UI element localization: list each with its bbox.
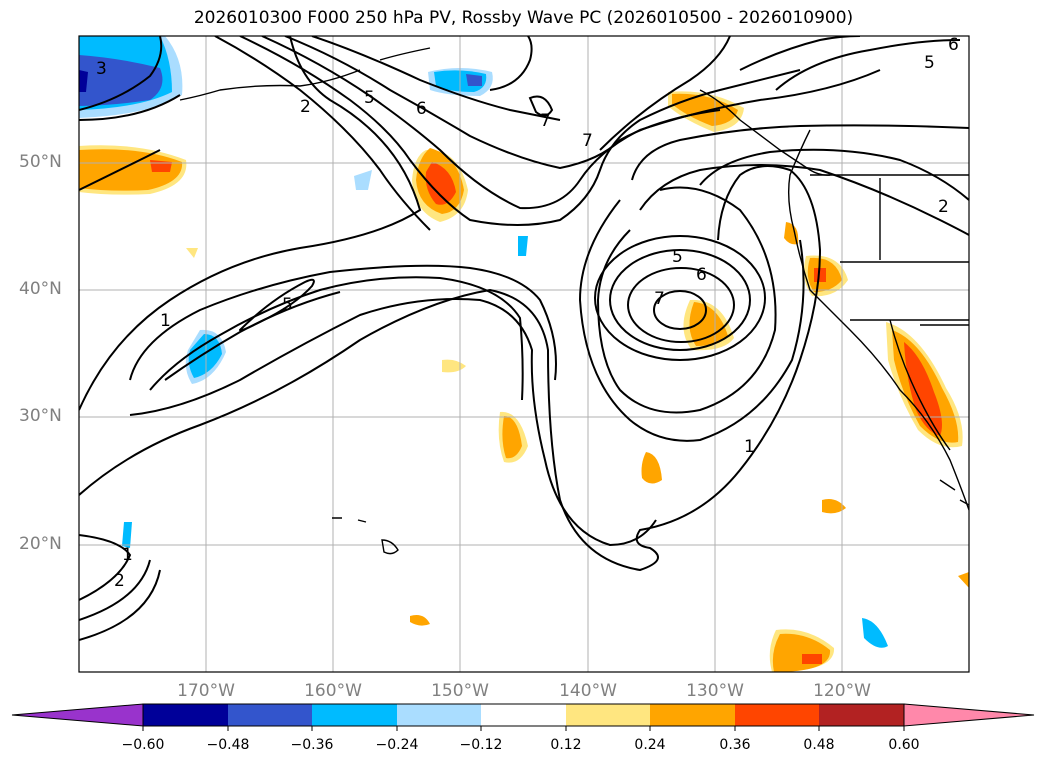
lat-label: 20°N bbox=[19, 534, 62, 554]
contour-label: 6 bbox=[948, 35, 959, 55]
colorbar bbox=[11, 703, 1035, 731]
lon-label: 140°W bbox=[559, 681, 617, 701]
colorbar-tick-label: 0.48 bbox=[803, 737, 835, 753]
graticule bbox=[79, 36, 969, 672]
colorbar-segment bbox=[228, 704, 312, 726]
contour-label: 5 bbox=[924, 53, 935, 73]
contour-label: 2 bbox=[114, 571, 125, 591]
lon-label: 130°W bbox=[686, 681, 744, 701]
colorbar-segment bbox=[397, 704, 481, 726]
colorbar-extend-high bbox=[903, 703, 1035, 727]
lon-label: 150°W bbox=[431, 681, 489, 701]
colorbar-tick-label: −0.12 bbox=[459, 737, 503, 753]
colorbar-tick-label: −0.36 bbox=[290, 737, 334, 753]
contour-labels: 3 2 5 6 7 7 5 6 7 5 1 1 1 2 6 5 2 bbox=[96, 35, 959, 591]
lat-label: 30°N bbox=[19, 406, 62, 426]
contour-label: 1 bbox=[744, 437, 755, 457]
contour-label: 5 bbox=[672, 247, 683, 267]
lat-label: 40°N bbox=[19, 279, 62, 299]
contour-label: 3 bbox=[96, 59, 107, 79]
colorbar-segment bbox=[819, 704, 904, 726]
lon-label: 170°W bbox=[177, 681, 235, 701]
lon-label: 120°W bbox=[813, 681, 871, 701]
contour-label: 5 bbox=[364, 88, 375, 108]
lat-label: 50°N bbox=[19, 152, 62, 172]
colorbar-tick-label: 0.24 bbox=[634, 737, 666, 753]
colorbar-tick-label: 0.12 bbox=[550, 737, 582, 753]
colorbar-tick-label: 0.36 bbox=[719, 737, 751, 753]
map-plot-area bbox=[79, 36, 969, 672]
contour-label: 5 bbox=[282, 295, 293, 315]
contour-label: 7 bbox=[654, 289, 665, 309]
contour-label: 2 bbox=[300, 97, 311, 117]
colorbar-tick-label: −0.24 bbox=[375, 737, 419, 753]
colorbar-segment bbox=[566, 704, 650, 726]
contour-label: 2 bbox=[938, 197, 949, 217]
colorbar-segment bbox=[143, 704, 228, 726]
contour-label: 6 bbox=[696, 265, 707, 285]
contour-label: 7 bbox=[540, 111, 551, 131]
colorbar-extend-low bbox=[11, 703, 144, 727]
lon-label: 160°W bbox=[304, 681, 362, 701]
colorbar-segment bbox=[312, 704, 397, 726]
contour-label: 1 bbox=[122, 545, 133, 565]
colorbar-segment bbox=[650, 704, 735, 726]
coastlines bbox=[179, 47, 969, 555]
pv-contours bbox=[79, 36, 969, 641]
contour-label: 6 bbox=[416, 99, 427, 119]
map-frame bbox=[78, 35, 970, 673]
contour-label: 7 bbox=[582, 131, 593, 151]
colorbar-tick-label: −0.48 bbox=[206, 737, 250, 753]
colorbar-tick-label: 0.60 bbox=[888, 737, 920, 753]
colorbar-tick-label: −0.60 bbox=[121, 737, 165, 753]
colorbar-segment bbox=[481, 704, 566, 726]
map-title: 2026010300 F000 250 hPa PV, Rossby Wave … bbox=[193, 8, 854, 28]
colorbar-segment bbox=[735, 704, 819, 726]
contour-label: 1 bbox=[160, 311, 171, 331]
